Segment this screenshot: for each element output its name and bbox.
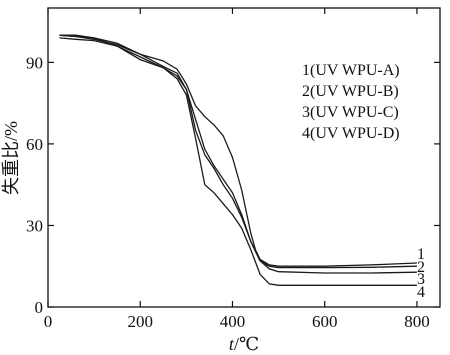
y-tick-label: 90 [26, 53, 43, 72]
y-axis-title: 失重比/% [1, 121, 21, 195]
curve-end-label-2: 2 [417, 259, 425, 276]
series-line-4 [59, 34, 417, 286]
y-tick-label: 60 [26, 135, 43, 154]
legend-entry-2: 2(UV WPU-B) [302, 83, 399, 100]
plot-frame [47, 7, 441, 308]
x-axis-title: t/℃ [229, 334, 259, 354]
axis-ticks: 0 200 400 600 800 0 30 60 90 [26, 8, 440, 331]
legend: 1(UV WPU-A) 2(UV WPU-B) 3(UV WPU-C) 4(UV WP… [302, 62, 400, 142]
x-tick-label: 200 [127, 312, 153, 331]
series-line-2 [59, 34, 417, 269]
curve-end-label-1: 1 [417, 246, 425, 263]
curve-end-label-3: 3 [417, 271, 425, 288]
legend-entry-1: 1(UV WPU-A) [302, 62, 400, 79]
x-axis-unit: /℃ [234, 334, 259, 354]
series-line-3 [59, 37, 417, 274]
y-tick-label: 30 [26, 216, 43, 235]
legend-entry-3: 3(UV WPU-C) [302, 104, 399, 121]
curves [59, 34, 417, 286]
x-tick-label: 800 [404, 312, 430, 331]
legend-entry-4: 4(UV WPU-D) [302, 125, 400, 142]
plot-area [47, 7, 441, 308]
x-axis-variable: t [229, 334, 235, 354]
curve-end-label-4: 4 [417, 284, 425, 301]
x-tick-label: 600 [312, 312, 338, 331]
x-tick-label: 0 [44, 312, 53, 331]
x-tick-label: 400 [220, 312, 246, 331]
y-tick-label: 0 [35, 298, 44, 317]
